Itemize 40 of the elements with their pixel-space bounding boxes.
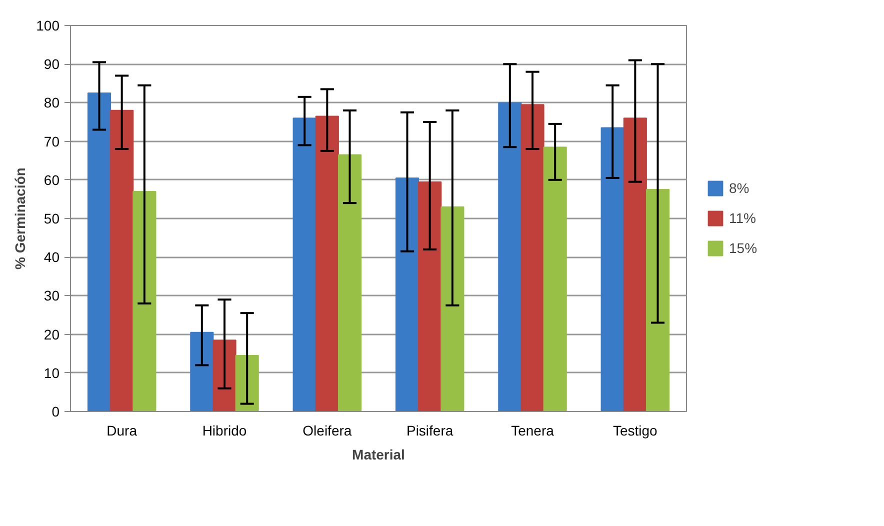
- bar: [292, 118, 316, 412]
- x-tick-label: Hibrido: [202, 422, 247, 438]
- y-tick-label: 100: [36, 18, 60, 34]
- y-tick-label: 40: [44, 249, 60, 266]
- bar: [212, 340, 236, 412]
- x-tick-label: Oleifera: [302, 422, 352, 438]
- bar: [418, 181, 442, 412]
- y-tick-label: 70: [44, 133, 60, 150]
- y-tick-label: 90: [44, 56, 60, 72]
- bar: [110, 110, 134, 412]
- x-axis-title: Material: [352, 446, 405, 462]
- bar: [132, 190, 156, 412]
- y-tick-label: 0: [52, 404, 60, 420]
- x-tick-label: Pisifera: [406, 422, 454, 438]
- bar: [646, 189, 670, 412]
- legend-label: 15%: [729, 240, 758, 256]
- y-axis-title: % Germinación: [12, 168, 28, 270]
- x-tick-label: Dura: [106, 422, 138, 438]
- y-tick-label: 30: [44, 288, 60, 304]
- y-tick-label: 20: [44, 326, 60, 342]
- y-tick-label: 60: [44, 172, 60, 188]
- y-tick-label: 80: [44, 94, 60, 111]
- y-tick-label: 10: [44, 364, 60, 381]
- bar: [498, 102, 522, 412]
- bar: [600, 127, 624, 412]
- x-tick-label: Tenera: [511, 422, 554, 438]
- bar: [543, 146, 567, 412]
- bar: [395, 177, 420, 412]
- bar: [87, 92, 112, 412]
- bar: [235, 355, 259, 412]
- bar: [520, 104, 544, 412]
- bar: [190, 332, 214, 412]
- legend-label: 8%: [729, 180, 750, 196]
- bar: [623, 118, 647, 412]
- y-tick-label: 50: [44, 210, 60, 226]
- legend-label: 11%: [729, 210, 757, 226]
- bar: [440, 206, 464, 412]
- bar: [338, 154, 362, 412]
- x-tick-label: Testigo: [612, 422, 658, 438]
- bar: [315, 116, 339, 412]
